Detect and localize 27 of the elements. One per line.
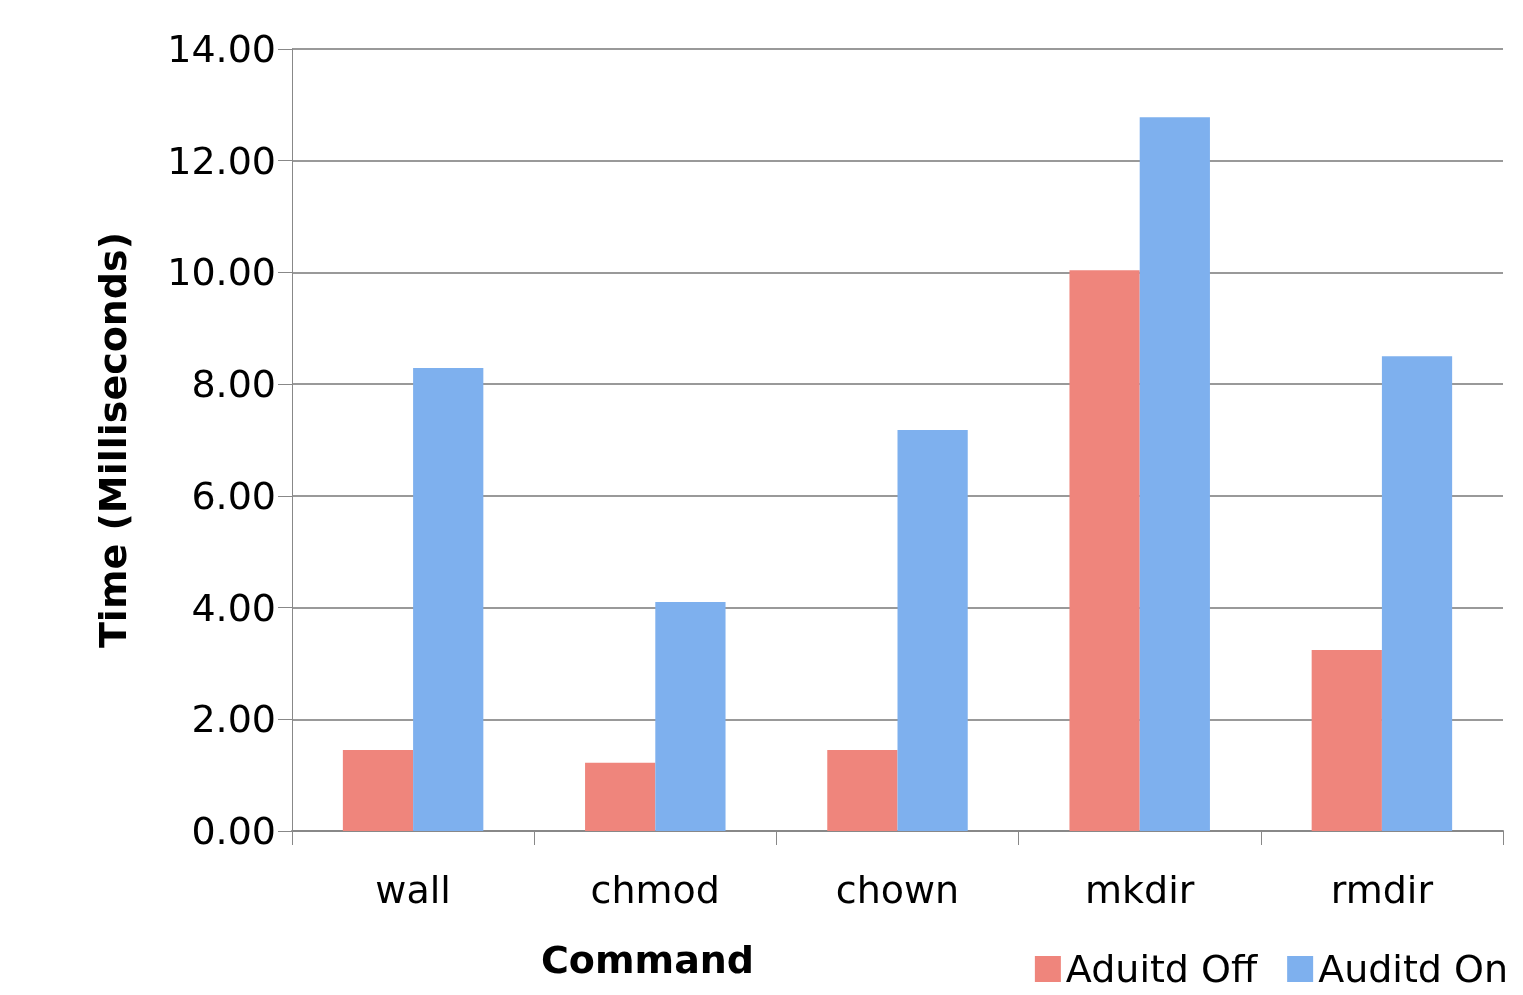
y-tick-label: 4.00: [191, 585, 276, 630]
x-tick-label: mkdir: [1085, 868, 1195, 912]
legend-label: Aduitd Off: [1065, 947, 1258, 991]
y-tick-label: 10.00: [167, 250, 276, 295]
bar: [585, 762, 656, 831]
bar: [827, 750, 898, 831]
y-tick-label: 8.00: [191, 362, 276, 407]
bar: [1069, 270, 1140, 831]
legend-label: Auditd On: [1318, 947, 1509, 991]
y-tick-label: 2.00: [191, 697, 276, 742]
y-tick-label: 6.00: [191, 473, 276, 518]
bar: [413, 367, 484, 831]
x-tick-label: wall: [375, 868, 451, 912]
bar: [655, 601, 726, 831]
x-tick-label: chown: [835, 868, 960, 912]
y-tick-label: 14.00: [167, 27, 276, 71]
x-axis-title: Command: [540, 938, 755, 982]
bar: [1139, 117, 1210, 831]
bar: [1311, 650, 1382, 831]
bar: [1381, 356, 1453, 831]
x-tick-label: chmod: [590, 868, 720, 912]
bar: [897, 429, 968, 831]
y-tick-label: 0.00: [191, 809, 276, 853]
x-tick-label: rmdir: [1330, 868, 1434, 912]
bar: [342, 750, 414, 831]
y-tick-label: 12.00: [167, 138, 276, 183]
y-axis-title: Time (Milliseconds): [91, 231, 135, 649]
